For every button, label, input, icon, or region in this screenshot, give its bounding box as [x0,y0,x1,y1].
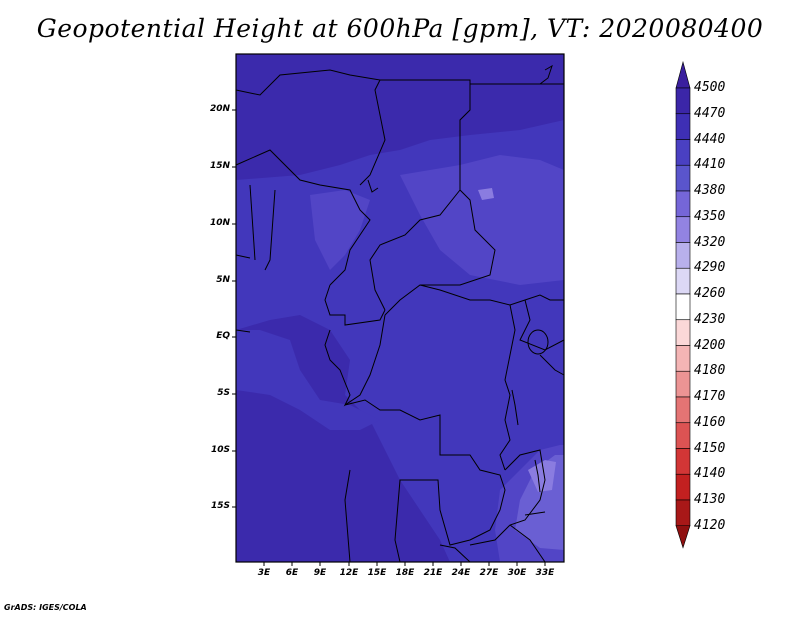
field-contour-4320-sudan-spot [478,188,494,200]
lon-label-21e: 21E [423,568,443,578]
border-botswana [439,544,471,563]
border-congo [324,314,386,407]
credit-text: GrADS: IGES/COLA [4,603,87,612]
colorbar-label: 4200 [694,337,726,353]
field-contour-4320-malawi [528,460,556,492]
border-nigeria [235,149,371,286]
border-zimbabwe [509,524,546,563]
colorbar-swatch [675,422,691,449]
colorbar-lower-arrow [675,525,691,549]
colorbar-swatch [675,473,691,501]
map-title: Geopotential Height at 600hPa [gpm], VT:… [36,14,764,43]
colorbar-swatch [675,370,691,398]
colorbar-label: 4470 [694,105,726,121]
lake-malawi [534,459,541,493]
border-coast-stub [235,329,251,333]
lake-tanganyika [511,389,519,426]
lake-victoria [527,329,549,355]
colorbar-label: 4290 [694,260,726,276]
border-benin [264,189,276,271]
lat-label-15n: 15N [209,161,230,171]
lon-label-18e: 18E [395,568,415,578]
lon-label-27e: 27E [479,568,499,578]
border-drc-angola-zambia [344,399,506,563]
colorbar-swatch [675,345,691,372]
colorbar-label: 4130 [694,492,726,507]
lat-label-eq: EQ [216,331,230,341]
colorbar-swatch [675,87,691,115]
colorbar-label: 4320 [694,234,726,250]
lat-label-20n: 20N [209,104,230,114]
colorbar-swatch [675,190,691,218]
colorbar [675,60,691,549]
lake-chad [367,179,379,193]
lat-label-5n: 5N [216,275,230,285]
border-namibia [344,469,351,563]
lon-label-12e: 12E [339,568,359,578]
colorbar-swatch [675,319,691,346]
border-chad-car [384,189,496,316]
colorbar-upper-arrow [675,60,691,89]
lake-kariba [524,511,546,516]
colorbar-swatch [675,499,691,527]
colorbar-swatch [675,267,691,295]
colorbar-swatch [675,113,691,140]
colorbar-swatch [675,242,691,269]
plot-area [236,54,564,562]
lakes [367,179,549,516]
colorbar-swatch [675,139,691,166]
border-ghana [235,254,251,259]
lon-label-15e: 15E [367,568,387,578]
lat-label-15s: 15S [210,501,230,511]
colorbar-label: 4160 [694,414,726,430]
colorbar-swatch [675,164,691,192]
colorbar-label: 4380 [694,183,726,198]
axis-ticks [232,109,546,566]
border-east-lakes [499,304,516,471]
colorbar-swatch [675,216,691,243]
colorbar-label: 4350 [694,208,726,224]
colorbar-label: 4140 [694,466,726,482]
lon-label-30e: 30E [507,568,527,578]
border-togo [249,184,256,261]
lat-label-5s: 5S [217,388,230,398]
field-contour-4380-nigeria [310,190,370,270]
colorbar-swatch [675,293,691,321]
colorbar-label: 4170 [694,389,726,404]
colorbar-label: 4440 [694,131,726,147]
border-zambia-mozambique [469,449,546,546]
colorbar-label: 4120 [694,517,726,533]
lon-label-33e: 33E [535,568,555,578]
country-borders [235,64,565,563]
border-niger-mali [235,69,386,186]
lat-label-10s: 10S [210,445,230,455]
coast-sinai [539,64,553,85]
colorbar-swatch [675,396,691,424]
lon-label-3e: 3E [257,568,271,578]
border-libya-chad [369,79,471,311]
border-uganda-kenya [519,299,565,351]
lon-label-9e: 9E [313,568,327,578]
colorbar-swatch [675,448,691,475]
plot-frame [235,53,565,563]
border-kenya-tanzania [539,354,565,376]
colorbar-label: 4230 [694,311,726,327]
field-contour-4380-chad-sudan [400,155,564,285]
border-cameroon-gabon [324,284,386,326]
colorbar-label: 4150 [694,440,726,456]
lon-label-24e: 24E [451,568,471,578]
colorbar-label: 4180 [694,363,726,379]
lon-label-6e: 6E [285,568,299,578]
field-contour-4410-west [236,330,380,430]
colorbar-label: 4260 [694,286,726,301]
colorbar-label: 4410 [694,157,726,173]
colorbar-label: 4500 [694,80,726,95]
lat-label-10n: 10N [209,218,230,228]
field-contour-4440-north [236,54,564,180]
